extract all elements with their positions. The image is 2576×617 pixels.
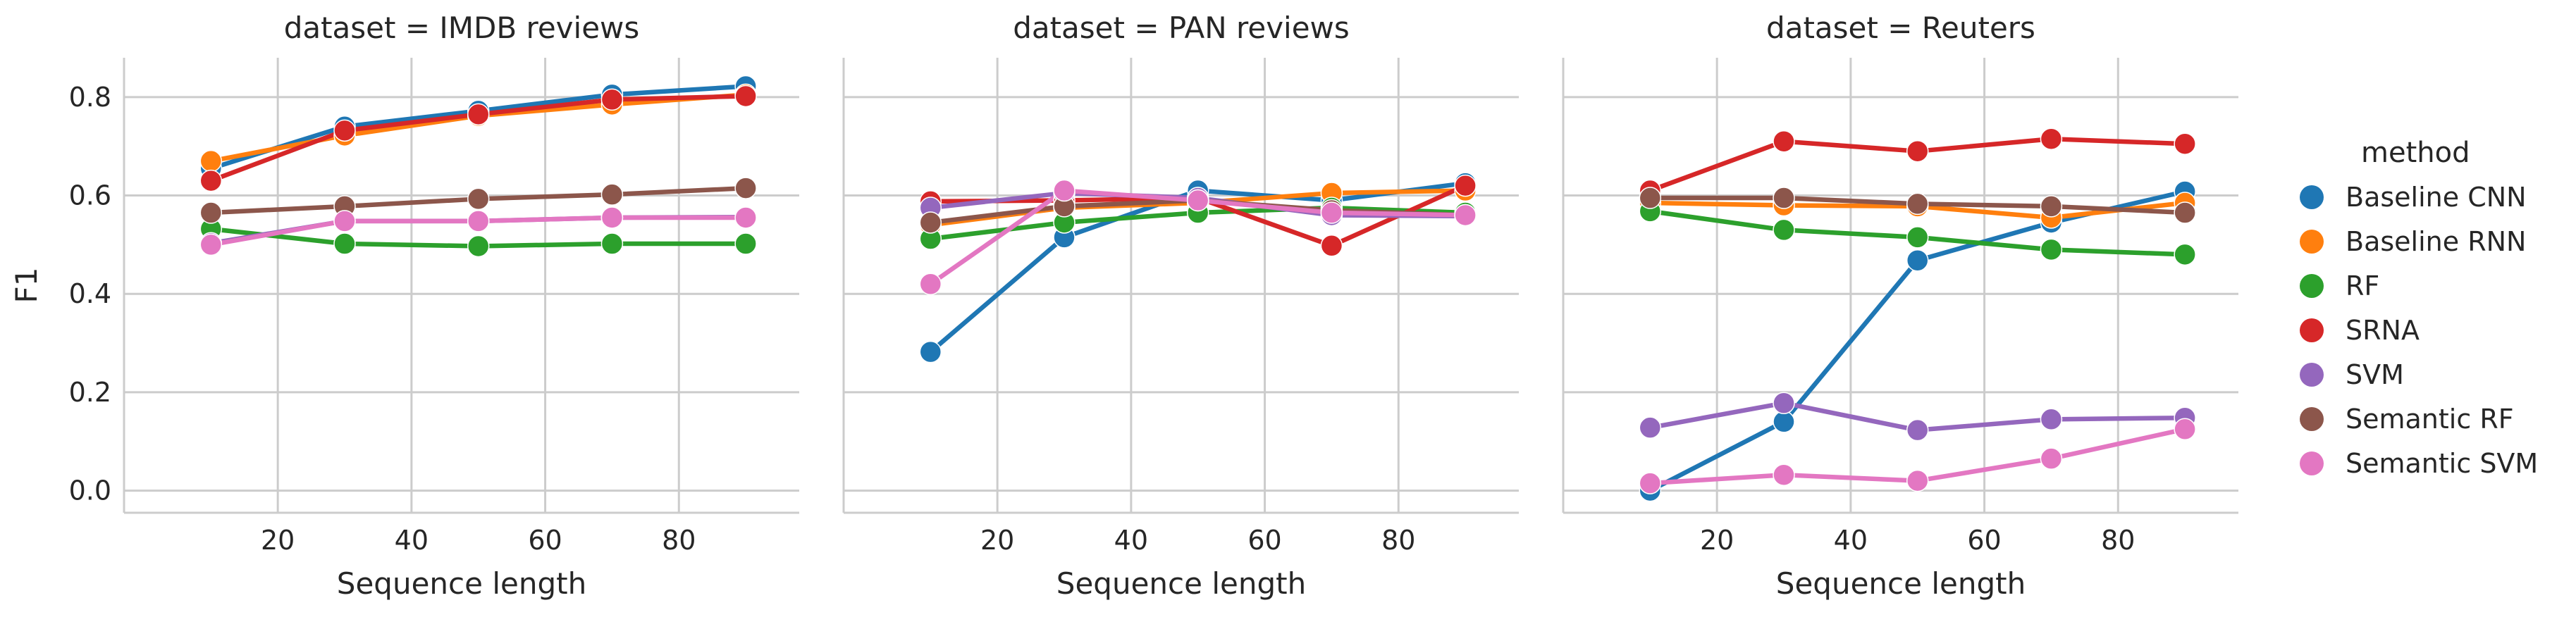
data-point: [1773, 130, 1795, 153]
data-point: [199, 149, 223, 173]
data-point: [467, 103, 490, 126]
y-axis-label: F1: [9, 268, 44, 304]
data-point: [734, 232, 757, 255]
data-point: [1639, 472, 1662, 494]
data-point: [600, 88, 624, 111]
data-point: [467, 210, 490, 232]
y-tick-label: 0.0: [69, 475, 111, 506]
legend-marker: [2300, 185, 2324, 209]
data-point: [2040, 238, 2063, 261]
data-point: [1053, 179, 1076, 202]
legend-label: Semantic RF: [2346, 404, 2514, 435]
facet-title: dataset = PAN reviews: [1013, 11, 1350, 45]
legend-marker: [2300, 451, 2324, 475]
data-point: [2040, 127, 2063, 150]
legend-label: Semantic SVM: [2346, 448, 2538, 479]
legend-marker: [2300, 318, 2324, 342]
data-point: [1906, 418, 1929, 442]
legend-label: Baseline RNN: [2346, 226, 2526, 257]
x-tick-label: 20: [980, 525, 1014, 556]
legend-label: Baseline CNN: [2346, 182, 2527, 213]
data-point: [1906, 249, 1929, 272]
data-point: [333, 232, 356, 255]
x-tick-label: 20: [261, 525, 295, 556]
data-point: [1320, 235, 1343, 257]
data-point: [600, 206, 624, 229]
x-tick-label: 80: [1381, 525, 1415, 556]
data-point: [1773, 187, 1795, 209]
legend-marker: [2300, 274, 2324, 298]
data-point: [1320, 201, 1343, 224]
data-point: [1454, 204, 1477, 227]
legend-label: SVM: [2346, 359, 2404, 390]
data-point: [2040, 408, 2063, 431]
x-axis-label: Sequence length: [337, 566, 586, 601]
y-tick-label: 0.8: [69, 82, 111, 113]
data-point: [1639, 416, 1662, 439]
data-point: [2174, 201, 2196, 224]
y-tick-label: 0.6: [69, 180, 111, 211]
data-point: [919, 340, 942, 363]
data-point: [919, 273, 942, 296]
legend-label: SRNA: [2346, 315, 2420, 346]
data-point: [199, 233, 223, 256]
y-tick-label: 0.2: [69, 377, 111, 408]
data-point: [333, 119, 356, 142]
data-point: [734, 85, 757, 108]
data-point: [199, 201, 223, 224]
data-point: [1186, 189, 1209, 212]
data-point: [1906, 469, 1929, 492]
legend-label: RF: [2346, 270, 2379, 301]
x-tick-label: 40: [1114, 525, 1148, 556]
data-point: [1773, 392, 1795, 415]
data-point: [600, 232, 624, 255]
legend-marker: [2300, 363, 2324, 387]
data-point: [2040, 447, 2063, 470]
data-point: [467, 235, 490, 258]
x-tick-label: 80: [2101, 525, 2135, 556]
x-tick-label: 60: [1967, 525, 2001, 556]
data-point: [2174, 243, 2196, 266]
data-point: [919, 211, 942, 234]
data-point: [1906, 139, 1929, 163]
data-point: [1773, 218, 1795, 242]
data-point: [333, 210, 356, 232]
data-point: [1906, 226, 1929, 249]
data-point: [199, 169, 223, 192]
data-point: [467, 187, 490, 211]
data-point: [734, 177, 757, 199]
data-point: [2174, 418, 2196, 441]
data-point: [2040, 195, 2063, 218]
x-tick-label: 20: [1700, 525, 1734, 556]
data-point: [1639, 187, 1662, 209]
facet-title: dataset = Reuters: [1766, 11, 2035, 45]
data-point: [1906, 192, 1929, 216]
x-tick-label: 80: [662, 525, 696, 556]
data-point: [734, 206, 757, 229]
x-tick-label: 40: [1834, 525, 1868, 556]
data-point: [1773, 411, 1795, 433]
facet-title: dataset = IMDB reviews: [284, 11, 640, 45]
data-point: [2174, 132, 2196, 155]
x-tick-label: 40: [395, 525, 429, 556]
legend-marker: [2300, 407, 2324, 431]
x-axis-label: Sequence length: [1776, 566, 2026, 601]
data-point: [1773, 463, 1795, 486]
x-tick-label: 60: [528, 525, 562, 556]
data-point: [1454, 174, 1477, 197]
data-point: [600, 183, 624, 206]
y-tick-label: 0.4: [69, 278, 111, 309]
x-tick-label: 60: [1247, 525, 1281, 556]
legend-marker: [2300, 230, 2324, 254]
legend-title: method: [2361, 137, 2470, 169]
x-axis-label: Sequence length: [1056, 566, 1306, 601]
